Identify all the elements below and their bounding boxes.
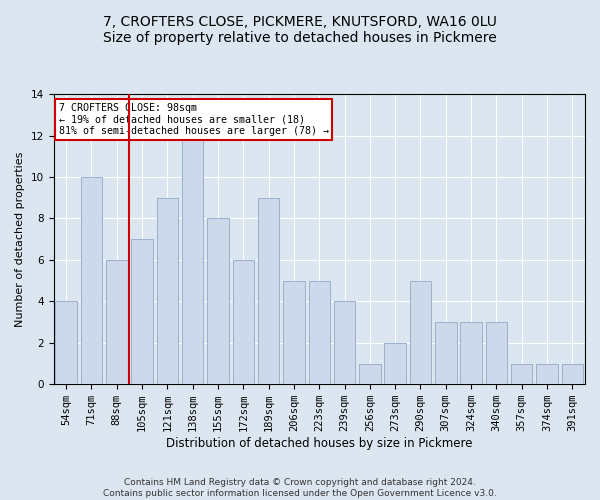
Text: 7 CROFTERS CLOSE: 98sqm
← 19% of detached houses are smaller (18)
81% of semi-de: 7 CROFTERS CLOSE: 98sqm ← 19% of detache… <box>59 103 329 136</box>
X-axis label: Distribution of detached houses by size in Pickmere: Distribution of detached houses by size … <box>166 437 473 450</box>
Bar <box>258 198 280 384</box>
Bar <box>182 136 203 384</box>
Bar <box>233 260 254 384</box>
Bar <box>106 260 128 384</box>
Bar <box>157 198 178 384</box>
Bar <box>131 239 153 384</box>
Bar <box>81 177 102 384</box>
Bar <box>410 280 431 384</box>
Text: Contains HM Land Registry data © Crown copyright and database right 2024.
Contai: Contains HM Land Registry data © Crown c… <box>103 478 497 498</box>
Y-axis label: Number of detached properties: Number of detached properties <box>15 152 25 327</box>
Bar <box>385 343 406 384</box>
Bar <box>435 322 457 384</box>
Bar <box>562 364 583 384</box>
Bar <box>460 322 482 384</box>
Bar <box>283 280 305 384</box>
Bar <box>511 364 532 384</box>
Bar <box>207 218 229 384</box>
Bar <box>334 302 355 384</box>
Bar <box>359 364 380 384</box>
Bar <box>536 364 558 384</box>
Text: 7, CROFTERS CLOSE, PICKMERE, KNUTSFORD, WA16 0LU
Size of property relative to de: 7, CROFTERS CLOSE, PICKMERE, KNUTSFORD, … <box>103 15 497 45</box>
Bar <box>55 302 77 384</box>
Bar <box>485 322 507 384</box>
Bar <box>308 280 330 384</box>
